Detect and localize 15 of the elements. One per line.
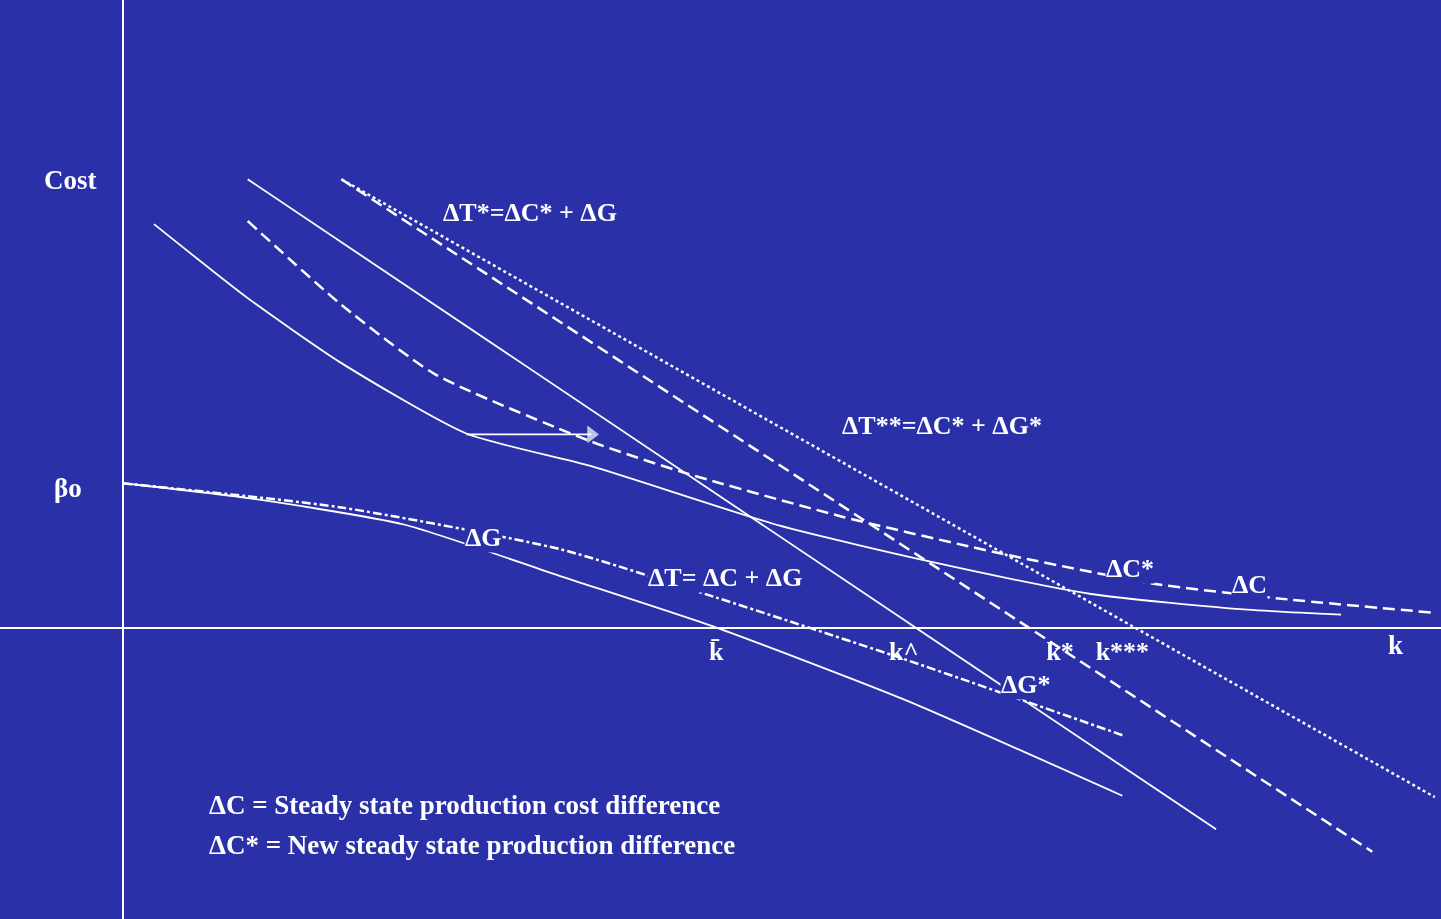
x-tick-label: k̄ <box>709 636 725 666</box>
x-axis-title: k <box>1388 630 1404 660</box>
series-label: ΔC* <box>1106 554 1155 583</box>
series-label: ΔG* <box>1001 670 1051 699</box>
x-tick-label: k*** <box>1095 636 1150 666</box>
y-axis-title: Cost <box>44 165 97 195</box>
series-label: ΔT**=ΔC* + ΔG* <box>842 411 1042 440</box>
series-label: ΔT= ΔC + ΔG <box>648 563 803 592</box>
series-label: ΔT*=ΔC* + ΔG <box>443 198 617 227</box>
annotation: ΔC* = New steady state production difference <box>209 830 736 860</box>
series-label: ΔG <box>465 523 502 552</box>
series-label: ΔC <box>1232 570 1268 599</box>
annotation: ΔC = Steady state production cost difference <box>209 790 721 820</box>
x-tick-label: k* <box>1046 636 1074 666</box>
text: βo <box>54 473 82 503</box>
